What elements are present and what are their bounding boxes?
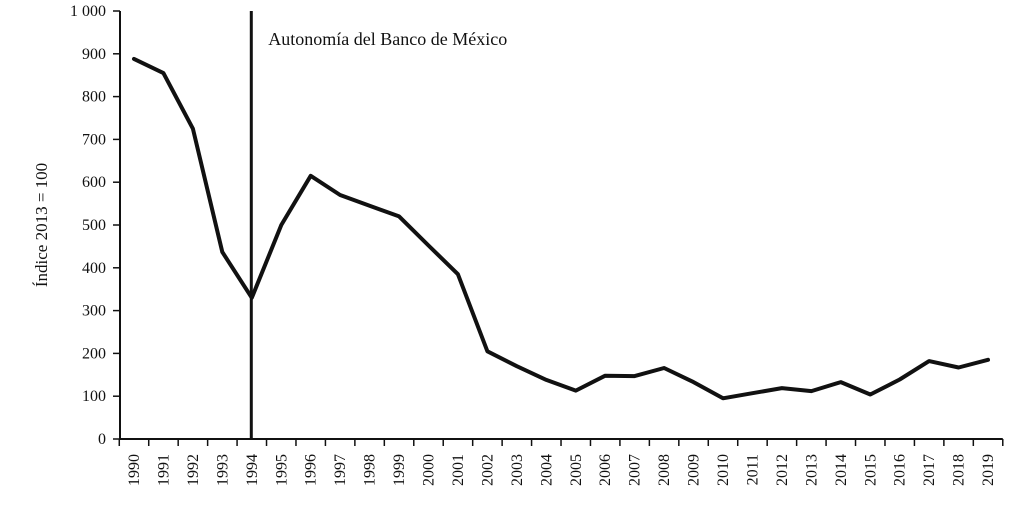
x-tick-label: 1996 [303,454,320,486]
y-tick-label: 900 [82,46,106,63]
y-tick-label: 200 [82,345,106,362]
y-tick-label: 100 [82,388,106,405]
x-tick-label: 2002 [479,454,496,486]
x-axis: 1990 1991 1992 1993 1994 1995 1996 1997 1998 1999… [118,438,1004,486]
y-tick-label: 400 [82,260,106,277]
y-tick-label: 1 000 [70,3,106,20]
y-tick-label: 700 [82,131,106,148]
x-tick-label: 2015 [862,454,879,486]
x-tick-label: 1994 [244,454,261,486]
x-tick-label: 1995 [273,454,290,486]
x-tick-label: 2010 [715,454,732,486]
x-tick-label: 1993 [214,454,231,486]
y-axis: 0 100 200 300 400 500 600 700 800 900 1 000 [70,3,121,448]
y-tick-label: 600 [82,174,106,191]
autonomy-annotation: Autonomía del Banco de México [268,29,507,49]
x-tick-label: 1997 [332,454,349,486]
x-tick-label: 2019 [980,454,997,486]
x-tick-label: 2001 [450,454,467,486]
series-layer [132,56,990,401]
x-tick-label: 2007 [627,454,644,486]
x-tick-label: 2004 [538,454,555,486]
x-tick-label: 2003 [509,454,526,486]
x-tick-label: 2018 [951,454,968,486]
y-tick-label: 0 [98,431,106,448]
series-line [132,56,990,401]
x-tick-label: 2013 [803,454,820,486]
vertical-marker: Autonomía del Banco de México [249,11,507,439]
x-tick-label: 2009 [686,454,703,486]
y-axis-title: Índice 2013 = 100 [32,163,51,287]
x-tick-label: 2006 [597,454,614,486]
y-tick-label: 500 [82,217,106,234]
x-tick-label: 2012 [774,454,791,486]
x-tick-label: 1998 [362,454,379,486]
x-tick-label: 1990 [126,454,143,486]
y-tick-label: 800 [82,89,106,106]
x-tick-label: 1999 [391,454,408,486]
x-tick-label: 2011 [744,454,761,485]
x-tick-label: 2014 [833,454,850,486]
x-tick-label: 2017 [921,454,938,486]
x-tick-label: 2016 [892,454,909,486]
x-tick-label: 2005 [568,454,585,486]
y-tick-label: 300 [82,303,106,320]
x-tick-label: 2000 [421,454,438,486]
x-tick-label: 1992 [185,454,202,486]
x-tick-label: 1991 [155,454,172,486]
x-tick-label: 2008 [656,454,673,486]
